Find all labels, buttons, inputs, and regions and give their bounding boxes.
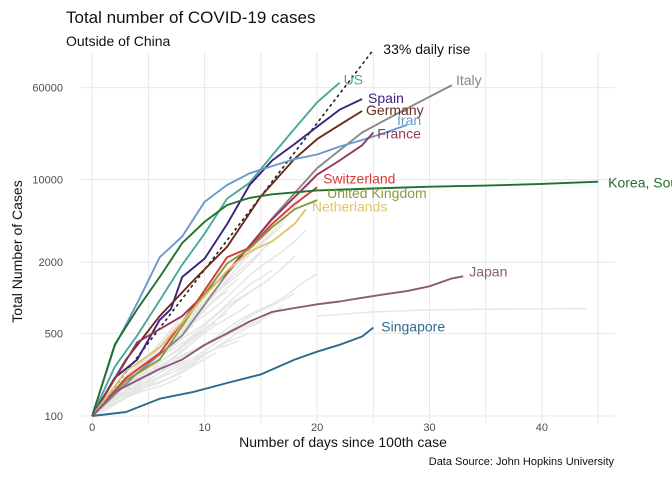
x-tick-label: 40 [536,422,548,434]
y-tick-label: 60000 [32,83,63,95]
x-tick-label: 20 [311,422,323,434]
background-country-line [91,305,284,411]
series-label-japan: Japan [469,263,507,279]
series-line-united-kingdom [91,199,318,417]
series-line-singapore [92,326,374,417]
chart-title: Total number of COVID-19 cases [66,8,316,27]
series-label-italy: Italy [456,72,482,88]
series-label-france: France [377,126,421,142]
series-line-switzerland [91,186,318,417]
reference-line-33pct [91,49,374,417]
series-label-singapore: Singapore [381,319,445,335]
series-label-germany: Germany [366,102,424,118]
y-tick-label: 2000 [39,257,63,269]
series-label-switzerland: Switzerland [323,170,395,186]
x-tick-label: 0 [89,422,95,434]
y-tick-label: 10000 [32,175,63,187]
chart-subtitle: Outside of China [66,33,171,49]
background-country-line [91,303,251,417]
background-country-line [317,307,587,317]
y-axis-title: Total Number of Cases [9,180,25,322]
reference-line-label: 33% daily rise [383,41,470,57]
series-label-netherlands: Netherlands [312,198,388,214]
x-axis-title: Number of days since 100th case [239,434,447,450]
y-tick-label: 100 [45,411,63,423]
series-line-netherlands [91,208,307,417]
series-line-germany [91,110,363,417]
series-line-us [91,81,341,417]
grid-layer [81,52,615,423]
x-tick-label: 10 [199,422,211,434]
x-tick-label: 30 [423,422,435,434]
background-country-line [91,352,217,415]
series-line-iran [91,124,408,417]
series-label-united-kingdom: United Kingdom [327,185,427,201]
series-line-france [91,131,375,417]
y-tick-label: 500 [45,328,63,340]
data-source-caption: Data Source: John Hopkins University [428,456,614,468]
series-label-us: US [344,72,363,88]
series-line-spain [91,98,363,417]
axis-layer: 0 10 20 30 40 100 500 2000 10000 60000 Number of d… [9,83,548,450]
series-layer [91,49,599,417]
background-country-line [91,255,296,417]
series-line-korea-south [91,180,599,417]
series-line-japan [91,275,464,417]
series-label-spain: Spain [368,90,404,106]
series-label-iran: Iran [397,112,421,128]
series-labels-layer: 33% daily rise US Spain Italy GermanyIranFra… [312,41,672,335]
series-label-korea-south: Korea, South [608,175,672,191]
